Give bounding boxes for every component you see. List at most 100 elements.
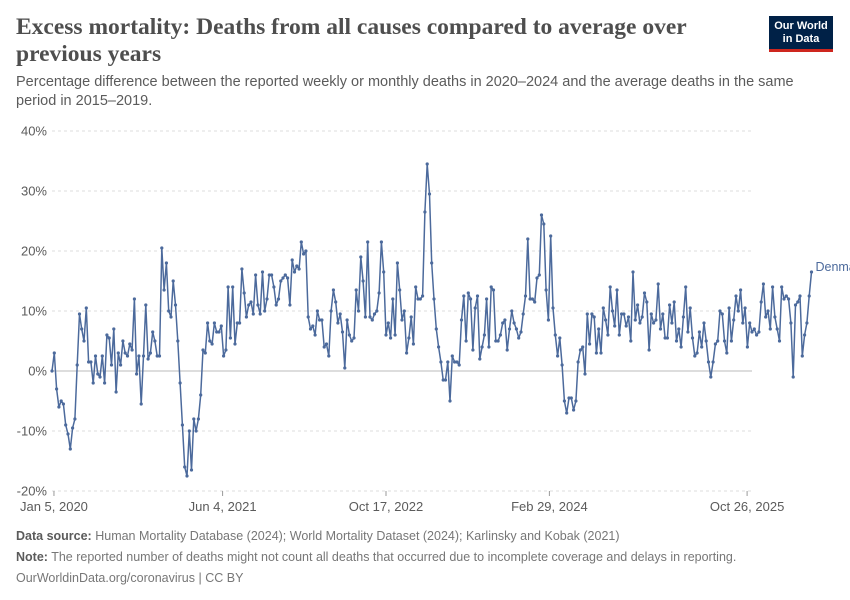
data-point bbox=[173, 303, 178, 307]
data-point bbox=[803, 333, 807, 337]
data-point bbox=[119, 363, 123, 367]
data-point bbox=[254, 273, 258, 277]
data-point bbox=[565, 411, 569, 415]
data-point bbox=[368, 315, 372, 319]
source-label: Data source: bbox=[16, 529, 92, 543]
data-point bbox=[281, 276, 285, 280]
data-point bbox=[473, 306, 477, 310]
x-tick-label: Oct 17, 2022 bbox=[349, 499, 423, 514]
data-point bbox=[441, 378, 445, 382]
data-point bbox=[100, 354, 104, 358]
data-point bbox=[590, 312, 594, 316]
data-point bbox=[722, 339, 727, 343]
data-point bbox=[787, 297, 791, 301]
data-point bbox=[688, 306, 692, 310]
data-point bbox=[164, 261, 168, 265]
data-point bbox=[599, 351, 603, 355]
data-point bbox=[578, 348, 583, 352]
data-point bbox=[107, 336, 111, 340]
data-point bbox=[398, 288, 402, 292]
data-point bbox=[87, 360, 91, 364]
data-point bbox=[141, 354, 146, 358]
data-point bbox=[620, 312, 624, 316]
data-point bbox=[414, 285, 418, 289]
data-point bbox=[222, 354, 226, 358]
data-point bbox=[489, 285, 493, 289]
data-point bbox=[725, 351, 729, 355]
data-point bbox=[439, 360, 443, 364]
data-point bbox=[203, 351, 207, 355]
source-text[interactable]: Human Mortality Database (2024); World M… bbox=[95, 529, 620, 543]
data-point bbox=[638, 321, 642, 325]
data-point bbox=[343, 366, 347, 370]
data-point bbox=[443, 378, 448, 382]
data-point bbox=[551, 306, 555, 310]
data-point bbox=[709, 375, 713, 379]
data-point bbox=[629, 339, 633, 343]
data-point bbox=[286, 276, 290, 280]
data-point bbox=[217, 330, 221, 334]
data-point bbox=[384, 333, 388, 337]
data-point bbox=[732, 318, 736, 322]
data-point bbox=[55, 387, 59, 391]
data-point bbox=[272, 285, 276, 289]
data-point bbox=[64, 423, 68, 427]
data-point bbox=[336, 321, 340, 325]
data-point bbox=[103, 381, 107, 385]
data-point bbox=[151, 330, 155, 334]
data-point bbox=[155, 354, 159, 358]
data-point bbox=[123, 351, 127, 355]
data-point bbox=[677, 327, 681, 331]
data-point bbox=[658, 327, 663, 331]
logo-line-1: Our World bbox=[774, 20, 828, 32]
footer-license[interactable]: OurWorldinData.org/coronavirus | CC BY bbox=[16, 571, 244, 585]
data-point bbox=[796, 300, 800, 304]
data-point bbox=[61, 402, 65, 406]
data-point bbox=[302, 252, 306, 256]
data-point bbox=[478, 357, 482, 361]
data-point bbox=[784, 294, 788, 298]
data-point bbox=[453, 360, 457, 364]
data-point bbox=[231, 285, 235, 289]
data-point bbox=[757, 330, 761, 334]
data-point bbox=[167, 309, 171, 313]
data-point bbox=[645, 300, 649, 304]
data-point bbox=[276, 297, 281, 301]
data-point bbox=[670, 321, 674, 325]
data-point bbox=[171, 279, 175, 283]
data-point bbox=[720, 312, 724, 316]
data-point bbox=[407, 336, 411, 340]
data-point bbox=[592, 315, 596, 319]
owid-logo[interactable]: Our World in Data bbox=[769, 16, 833, 52]
data-point bbox=[430, 261, 434, 265]
x-tick-label: Oct 26, 2025 bbox=[710, 499, 784, 514]
data-point bbox=[617, 333, 621, 337]
data-point bbox=[304, 249, 308, 253]
data-point bbox=[718, 309, 722, 313]
data-point bbox=[775, 327, 779, 331]
data-point bbox=[235, 321, 239, 325]
data-point bbox=[466, 291, 470, 295]
data-point bbox=[631, 270, 635, 274]
data-point bbox=[288, 303, 292, 307]
data-point bbox=[702, 321, 706, 325]
y-tick-label: 10% bbox=[21, 304, 47, 319]
data-point bbox=[496, 339, 500, 343]
data-point bbox=[729, 339, 734, 343]
data-point bbox=[274, 303, 278, 307]
data-point bbox=[52, 351, 56, 355]
data-point bbox=[169, 315, 173, 319]
data-point bbox=[189, 468, 194, 472]
data-point bbox=[613, 324, 617, 328]
data-point bbox=[340, 330, 345, 334]
data-point bbox=[604, 318, 608, 322]
data-point bbox=[432, 297, 436, 301]
data-point bbox=[242, 291, 246, 295]
data-point bbox=[741, 321, 745, 325]
data-point bbox=[672, 300, 676, 304]
data-point bbox=[315, 309, 319, 313]
data-point bbox=[475, 294, 480, 298]
data-point bbox=[507, 327, 512, 331]
data-point bbox=[771, 285, 775, 289]
